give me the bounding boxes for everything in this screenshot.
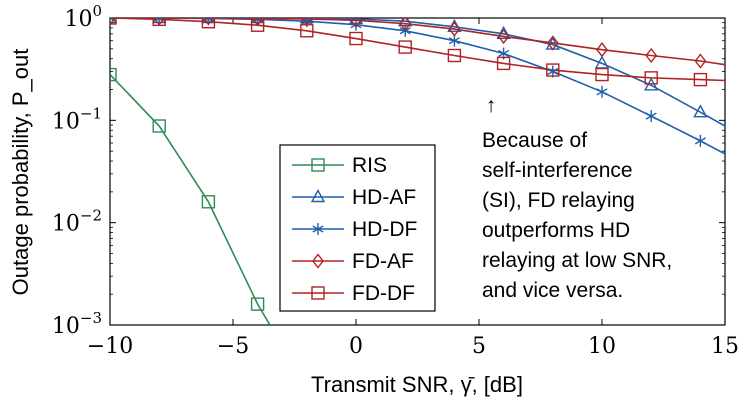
- x-tick-label: 0: [349, 334, 363, 359]
- y-tick-label: 10−2: [52, 207, 102, 237]
- x-tick-label: 5: [472, 334, 486, 359]
- marker-clip-group: [110, 18, 708, 311]
- data-point-fd-af: [350, 18, 362, 28]
- legend: RIS HD-AF HD-DF FD-AF FD-DF: [279, 144, 436, 312]
- y-tick-label: 100: [64, 2, 102, 32]
- data-point-fd-af: [448, 21, 461, 37]
- x-tick-label: −5: [217, 334, 249, 359]
- data-point-fd-df: [447, 48, 462, 63]
- annotation-line: relaying at low SNR,: [482, 249, 672, 272]
- legend-marker: [310, 189, 326, 203]
- annotation-line: self-interference: [482, 159, 633, 182]
- legend-label: RIS: [352, 154, 387, 177]
- y-tick-label: 10−1: [52, 104, 102, 134]
- y-tick-label: 10−3: [52, 309, 102, 339]
- legend-label: HD-DF: [352, 218, 417, 241]
- data-point-fd-df: [595, 67, 609, 82]
- data-point-fd-df: [349, 31, 363, 46]
- series-line-ris: [110, 74, 271, 325]
- series-markers: [110, 18, 708, 311]
- data-point-fd-df: [644, 71, 658, 85]
- annotation-arrow: ↑: [486, 94, 497, 117]
- data-point-fd-df: [693, 72, 708, 87]
- legend-marker: [311, 158, 325, 172]
- plot-frame: [109, 17, 726, 326]
- x-tick-labels: −10 −5 0 5 10 15: [87, 334, 739, 359]
- series-clip-group: [110, 18, 725, 325]
- data-point-fd-af: [399, 18, 412, 32]
- axes: [109, 17, 726, 326]
- data-point-fd-df: [201, 18, 216, 29]
- data-point-fd-af: [202, 18, 215, 26]
- data-point-ris: [201, 195, 216, 209]
- data-point-hd-df: [645, 110, 657, 123]
- data-point-hd-df: [596, 85, 608, 98]
- legend-label: HD-AF: [352, 186, 416, 209]
- data-point-ris: [250, 297, 265, 311]
- series-line-hd-af: [110, 18, 725, 127]
- y-axis-label: Outage probability, P_out: [8, 49, 33, 296]
- data-point-ris: [110, 67, 117, 82]
- data-point-fd-af: [596, 42, 608, 58]
- data-point-hd-df: [448, 34, 460, 47]
- annotation-line: (SI), FD relaying: [482, 189, 635, 212]
- annotation-line: Because of: [482, 129, 587, 152]
- annotation-line: and vice versa.: [482, 279, 623, 302]
- x-tick-label: 15: [711, 334, 739, 359]
- data-point-fd-af: [645, 47, 658, 64]
- data-point-fd-df: [398, 40, 412, 54]
- data-point-fd-af: [497, 28, 510, 45]
- series-line-fd-af: [110, 18, 725, 66]
- legend-item-fd-af: FD-AF: [292, 250, 414, 273]
- series-lines: [110, 18, 725, 325]
- data-point-hd-df: [694, 134, 706, 147]
- legend-label: FD-AF: [352, 250, 414, 273]
- data-point-fd-df: [152, 18, 166, 27]
- data-point-fd-df: [250, 18, 265, 32]
- data-point-fd-df: [546, 63, 560, 77]
- annotation-line: outperforms HD: [482, 219, 630, 242]
- legend-box: [279, 144, 436, 312]
- data-point-fd-af: [546, 35, 559, 51]
- legend-item-fd-df: FD-DF: [292, 282, 415, 305]
- data-point-hd-af: [693, 104, 708, 118]
- series-line-hd-df: [110, 18, 725, 155]
- series-line-fd-df: [110, 18, 725, 82]
- legend-label: FD-DF: [352, 282, 415, 305]
- data-point-ris: [152, 119, 166, 133]
- legend-marker: [311, 286, 325, 300]
- legend-marker: [312, 253, 324, 269]
- legend-item-hd-af: HD-AF: [292, 186, 416, 209]
- data-point-fd-df: [496, 56, 511, 71]
- x-tick-label: −10: [87, 334, 133, 359]
- x-axis-label: Transmit SNR, γ̄, [dB]: [311, 372, 523, 397]
- annotation: ↑ Because of self-interference (SI), FD rel…: [482, 94, 672, 302]
- y-tick-labels: 10−3 10−2 10−1 100: [52, 2, 102, 339]
- data-point-fd-af: [694, 53, 707, 69]
- legend-item-ris: RIS: [292, 154, 387, 177]
- data-point-fd-af: [251, 18, 264, 27]
- data-point-fd-df: [300, 24, 314, 38]
- x-tick-label: 10: [588, 334, 616, 359]
- legend-item-hd-df: HD-DF: [292, 218, 417, 241]
- data-point-fd-af: [153, 18, 166, 26]
- legend-marker: [312, 223, 324, 235]
